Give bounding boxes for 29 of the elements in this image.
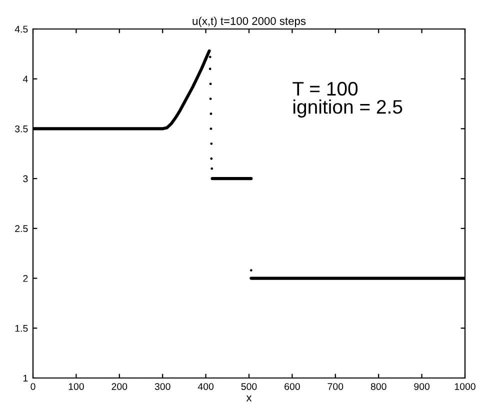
y-tick-label: 2.5 — [15, 225, 28, 232]
point — [208, 56, 212, 58]
y-tick-label: 4.5 — [14, 26, 28, 33]
y-tick-label: 1.5 — [15, 324, 28, 332]
x-tick-label: 800 — [370, 383, 386, 390]
point — [210, 157, 213, 160]
x-tick-label: 300 — [154, 383, 170, 390]
x-tick-label: 200 — [112, 383, 128, 390]
x-tick-label: 400 — [198, 383, 214, 390]
annotation: T = 100 ignition = 2.5 — [292, 82, 402, 118]
y-tick-label: 4 — [22, 76, 28, 82]
y-tick-label: 3 — [23, 175, 28, 182]
x-tick-label: 900 — [414, 383, 430, 390]
point — [210, 167, 214, 170]
y-tick-label: 1 — [23, 374, 28, 382]
point — [208, 68, 212, 70]
y-tick-label: 3.5 — [14, 125, 28, 132]
point — [210, 142, 213, 145]
x-tick-label: 600 — [284, 383, 300, 390]
x-axis-title: x — [246, 395, 252, 402]
point — [209, 82, 212, 86]
x-tick-label: 500 — [241, 383, 257, 390]
chart-title: u(x,t) t=100 2000 steps — [192, 16, 306, 28]
y-tick-label: 2 — [23, 275, 28, 282]
x-tick-label: 700 — [328, 383, 344, 390]
x-tick-label: 0 — [30, 383, 36, 390]
point — [250, 269, 252, 272]
x-tick-label: 100 — [68, 383, 84, 390]
x-tick-label: 1000 — [454, 383, 476, 390]
